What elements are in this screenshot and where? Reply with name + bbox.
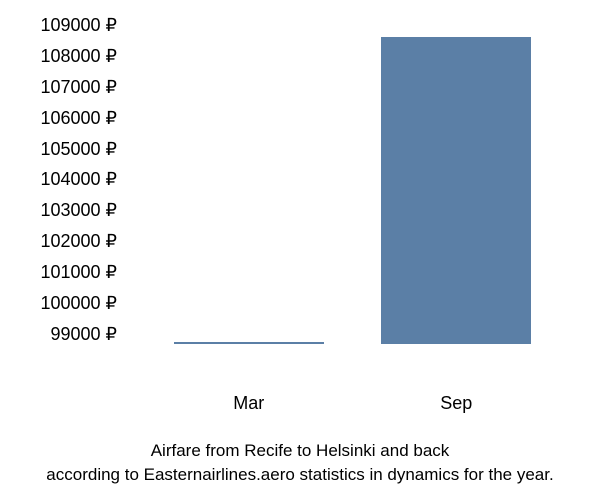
- x-tick-label: Sep: [381, 393, 531, 414]
- y-tick-label: 99000 ₽: [50, 324, 117, 345]
- y-tick-label: 104000 ₽: [40, 169, 117, 190]
- y-tick-label: 101000 ₽: [40, 262, 117, 283]
- bar-group-1: [381, 15, 531, 344]
- bar-mar: [174, 342, 324, 344]
- y-tick-label: 107000 ₽: [40, 77, 117, 98]
- bar-sep: [381, 37, 531, 344]
- bar-group-0: [174, 15, 324, 344]
- y-tick-label: 109000 ₽: [40, 15, 117, 36]
- y-tick-label: 106000 ₽: [40, 108, 117, 129]
- y-tick-label: 108000 ₽: [40, 46, 117, 67]
- plot-area: [125, 15, 580, 345]
- x-axis: Mar Sep: [125, 393, 580, 414]
- chart-caption: Airfare from Recife to Helsinki and back…: [20, 439, 580, 487]
- x-tick-label: Mar: [174, 393, 324, 414]
- y-tick-label: 100000 ₽: [40, 293, 117, 314]
- y-tick-label: 105000 ₽: [40, 139, 117, 160]
- caption-line-1: Airfare from Recife to Helsinki and back: [20, 439, 580, 463]
- chart-container: 109000 ₽ 108000 ₽ 107000 ₽ 106000 ₽ 1050…: [20, 15, 580, 385]
- y-tick-label: 102000 ₽: [40, 231, 117, 252]
- caption-line-2: according to Easternairlines.aero statis…: [20, 463, 580, 487]
- y-tick-label: 103000 ₽: [40, 200, 117, 221]
- y-axis: 109000 ₽ 108000 ₽ 107000 ₽ 106000 ₽ 1050…: [20, 15, 125, 345]
- bars-region: [125, 15, 580, 344]
